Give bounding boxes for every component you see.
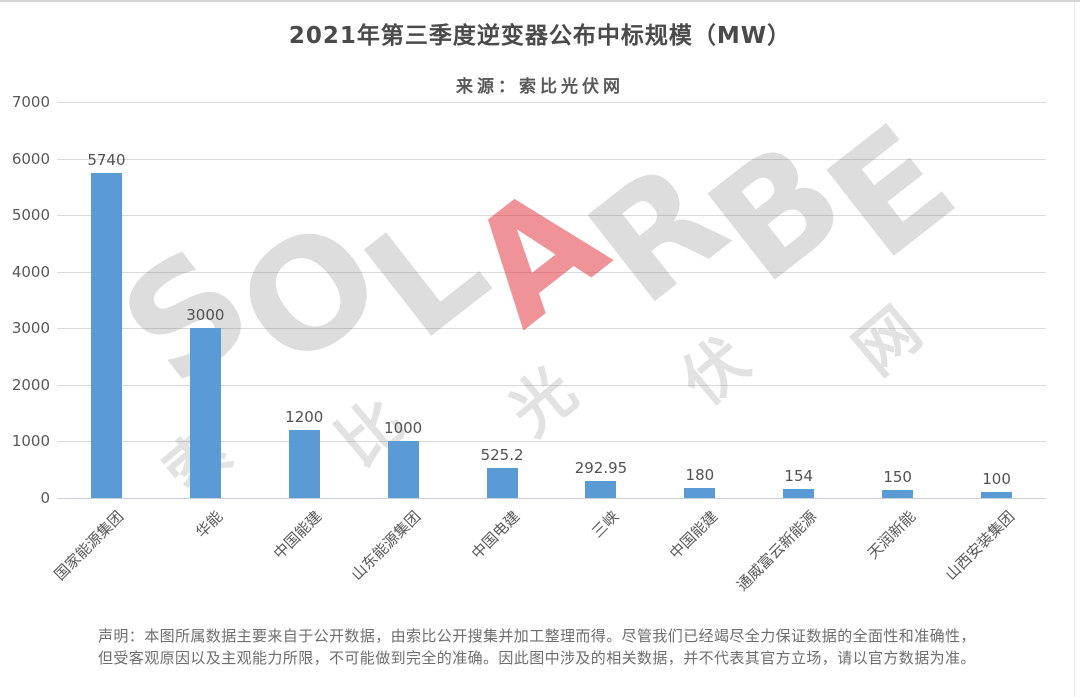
bar-value-label: 3000 xyxy=(186,306,225,325)
bar-value-label: 5740 xyxy=(87,151,126,170)
bar-value-label: 180 xyxy=(685,465,715,484)
gridline xyxy=(57,441,1046,443)
bar-value-label: 100 xyxy=(982,470,1011,489)
bar xyxy=(783,489,815,498)
y-tick-label: 2000 xyxy=(11,375,50,394)
gridline xyxy=(57,384,1046,386)
x-category-label: 华能 xyxy=(192,507,227,542)
x-category-label: 中国电建 xyxy=(468,507,524,563)
y-tick-label: 0 xyxy=(40,489,50,507)
gridline xyxy=(57,215,1046,217)
x-category-label: 山东能源集团 xyxy=(347,507,425,584)
bar xyxy=(585,481,617,498)
gridline xyxy=(57,328,1046,330)
bar xyxy=(288,430,320,498)
x-category-label: 通威富云新能源 xyxy=(732,507,820,595)
bar-value-label: 525.2 xyxy=(480,446,524,465)
x-category-label: 天润新能 xyxy=(863,507,919,563)
x-axis-line xyxy=(57,498,1046,499)
chart-title: 2021年第三季度逆变器公布中标规模（MW） xyxy=(288,23,792,49)
x-category-label: 中国能建 xyxy=(665,507,722,563)
disclaimer-line-1: 声明：本图所属数据主要来自于公开数据，由索比公开搜集并加工整理而得。尽管我们已经… xyxy=(98,627,976,645)
bar xyxy=(882,489,914,498)
bar xyxy=(981,492,1013,498)
y-tick-label: 4000 xyxy=(11,262,50,281)
y-tick-label: 7000 xyxy=(11,93,50,111)
y-tick-label: 3000 xyxy=(11,319,50,338)
bar-value-label: 1200 xyxy=(285,408,324,427)
x-category-label: 中国能建 xyxy=(270,507,326,563)
bar xyxy=(684,487,716,498)
bar-value-label: 292.95 xyxy=(574,459,628,478)
bar xyxy=(486,468,518,498)
gridline xyxy=(57,158,1046,160)
y-tick-label: 5000 xyxy=(11,206,50,225)
y-tick-label: 6000 xyxy=(11,149,50,168)
x-category-label: 国家能源集团 xyxy=(51,507,128,584)
gridline xyxy=(57,271,1046,273)
gridline xyxy=(57,102,1046,103)
chart-source-label: 来源：索比光伏网 xyxy=(456,77,624,97)
bar xyxy=(90,173,122,498)
screenshot-right-edge xyxy=(1074,2,1075,697)
bar-value-label: 154 xyxy=(784,467,814,486)
disclaimer-line-2: 但受客观原因以及主观能力所限，不可能做到完全的准确。因此图中涉及的相关数据，并不… xyxy=(98,649,976,667)
bar xyxy=(387,441,419,498)
bar-value-label: 150 xyxy=(883,467,912,486)
y-tick-label: 1000 xyxy=(11,432,50,451)
bar-value-label: 1000 xyxy=(384,419,423,438)
x-category-label: 三峡 xyxy=(588,507,623,542)
bar xyxy=(189,328,221,498)
disclaimer: 声明：本图所属数据主要来自于公开数据，由索比公开搜集并加工整理而得。尽管我们已经… xyxy=(98,625,1028,669)
x-category-label: 山西安装集团 xyxy=(941,507,1018,584)
